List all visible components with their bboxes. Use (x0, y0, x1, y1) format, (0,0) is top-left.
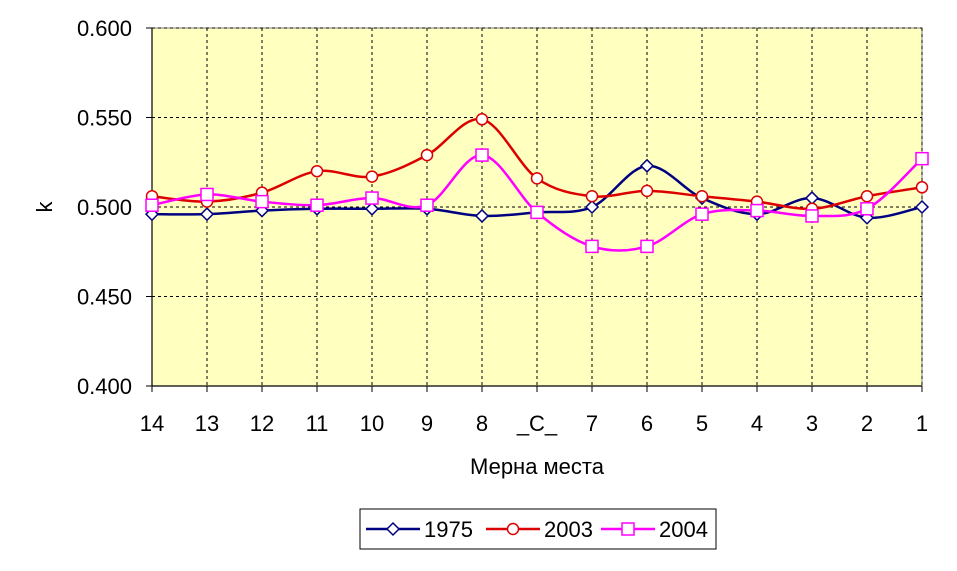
x-tick-label: 10 (360, 411, 384, 436)
data-point-2003 (365, 170, 379, 183)
y-tick-label: 0.400 (77, 374, 132, 399)
legend-swatch-marker (385, 521, 401, 537)
data-point-2004 (640, 239, 654, 254)
data-point-2004 (475, 148, 489, 162)
legend-swatch-marker (621, 522, 635, 536)
data-point-2003 (695, 190, 709, 203)
data-point-2003 (585, 190, 599, 203)
y-axis-label: k (32, 201, 57, 213)
data-point-2003 (860, 190, 874, 203)
data-point-1975 (199, 207, 215, 222)
x-tick-label: 1 (916, 411, 928, 436)
legend-label: 1975 (424, 517, 473, 542)
data-point-2003 (640, 184, 654, 198)
x-tick-label: _C_ (516, 411, 558, 436)
data-point-2004 (420, 198, 434, 212)
y-tick-label: 0.450 (77, 285, 132, 310)
x-axis-label: Мерна места (470, 454, 605, 479)
data-point-2004 (365, 191, 379, 205)
data-point-2004 (860, 202, 874, 216)
data-point-2004 (695, 207, 709, 221)
x-tick-labels: 14 13 12 11 10 9 8 _C_ 7 6 5 4 3 2 1 (140, 411, 928, 436)
data-point-1975 (584, 199, 600, 215)
x-tick-label: 6 (641, 411, 653, 436)
data-point-2003 (475, 113, 489, 126)
legend-item-2003: 2003 (486, 517, 593, 542)
x-tick-label: 7 (586, 411, 598, 436)
legend-swatch-marker (506, 522, 520, 536)
x-tick-label: 14 (140, 411, 164, 436)
legend: 1975 2003 2004 (359, 508, 717, 550)
legend-item-2004: 2004 (601, 517, 708, 542)
x-tick-label: 4 (751, 411, 763, 436)
y-tick-labels: 0.400 0.450 0.500 0.550 0.600 (77, 16, 132, 399)
data-point-2003 (915, 181, 929, 194)
legend-label: 2004 (659, 517, 708, 542)
data-point-2003 (310, 164, 324, 178)
data-point-1975 (474, 208, 490, 224)
data-point-2004 (145, 198, 159, 212)
series-2004 (145, 148, 929, 254)
data-point-2003 (420, 148, 434, 162)
x-tick-label: 12 (250, 411, 274, 436)
series (144, 113, 930, 254)
data-point-1975 (364, 201, 380, 216)
y-tick-label: 0.600 (77, 16, 132, 41)
x-tick-label: 2 (861, 411, 873, 436)
data-point-2004 (915, 151, 929, 166)
x-tick-label: 13 (195, 411, 219, 436)
data-point-2004 (200, 187, 214, 202)
data-point-2004 (585, 239, 599, 254)
x-tick-label: 8 (476, 411, 488, 436)
data-point-2004 (805, 209, 819, 223)
legend-label: 2003 (544, 517, 593, 542)
data-point-2003 (530, 172, 544, 185)
y-tick-label: 0.500 (77, 195, 132, 220)
data-point-2004 (750, 203, 764, 218)
x-tick-label: 9 (421, 411, 433, 436)
legend-item-1975: 1975 (366, 517, 473, 542)
y-tick-label: 0.550 (77, 106, 132, 131)
x-tick-label: 11 (306, 411, 329, 436)
data-point-2004 (255, 194, 269, 209)
x-tick-label: 5 (696, 411, 708, 436)
data-point-1975 (639, 158, 655, 173)
data-point-2004 (310, 198, 324, 212)
data-point-1975 (914, 199, 930, 215)
data-point-2004 (530, 205, 544, 220)
x-tick-label: 3 (806, 411, 818, 436)
